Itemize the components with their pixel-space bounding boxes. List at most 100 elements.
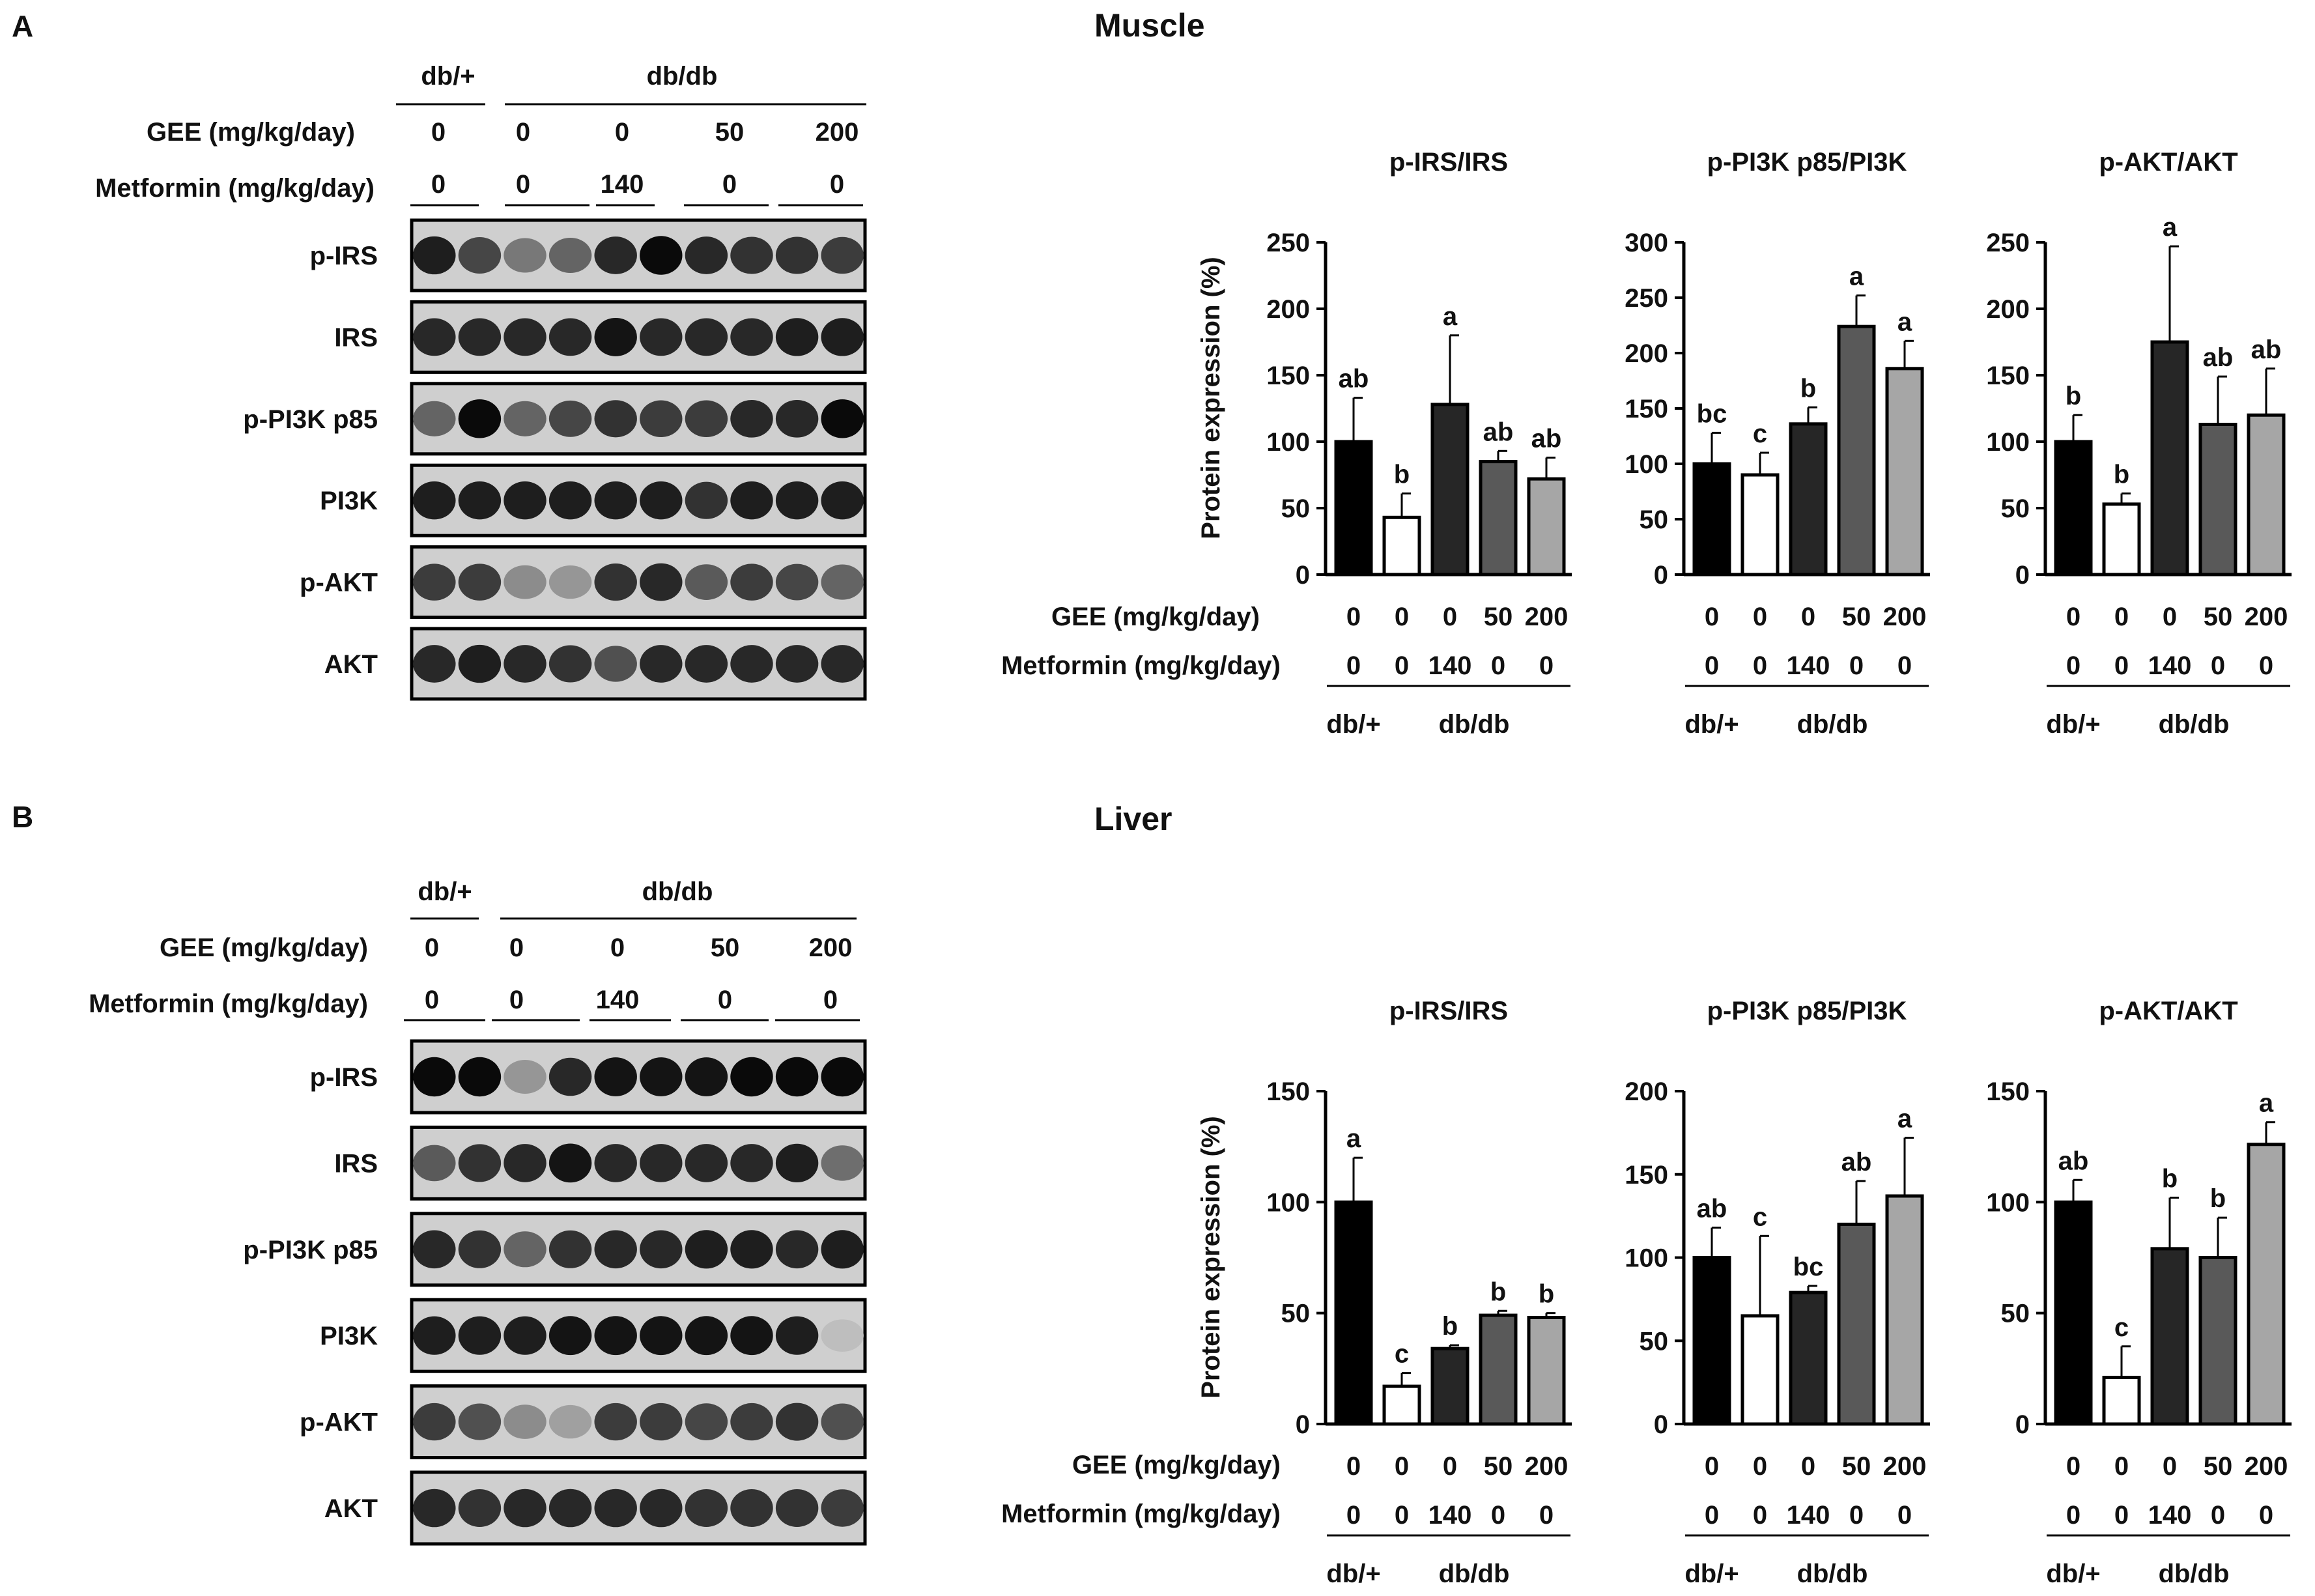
metformin-value: 0 [830, 170, 844, 199]
protein-label: IRS [334, 323, 378, 352]
significance-letter: b [1490, 1277, 1506, 1306]
gee-value: 0 [2114, 1452, 2129, 1481]
blot-band [458, 481, 502, 520]
blot-band [413, 563, 456, 601]
protein-label: p-AKT [300, 1408, 378, 1437]
blot-band [775, 645, 819, 683]
significance-letter: bc [1793, 1253, 1824, 1281]
bar [1479, 460, 1518, 577]
gee-row-label: GEE (mg/kg/day) [1072, 1451, 1281, 1479]
y-tick-label: 150 [1266, 362, 1310, 390]
blot-band [730, 318, 773, 356]
gee-value: 200 [1525, 603, 1569, 631]
blot-band [640, 400, 683, 438]
significance-letter: b [1800, 374, 1816, 403]
significance-letter: ab [2251, 335, 2282, 364]
gee-value: 200 [2245, 1452, 2288, 1481]
gee-value: 0 [2066, 603, 2081, 631]
group-label: db/+ [2046, 1560, 2100, 1588]
gee-value: 50 [1842, 1452, 1871, 1481]
blot-band [640, 1144, 683, 1182]
metformin-row-label: Metformin (mg/kg/day) [89, 990, 368, 1018]
metformin-value: 0 [1705, 1501, 1719, 1530]
metformin-value: 0 [2114, 651, 2129, 680]
blot-band [821, 236, 864, 274]
group-label: db/+ [1326, 710, 1380, 739]
blot-band [775, 399, 819, 438]
gee-value: 0 [1705, 1452, 1719, 1481]
blot-band [730, 563, 773, 601]
y-tick-label: 150 [1266, 1077, 1310, 1106]
metformin-value: 140 [601, 170, 644, 199]
gee-value: 0 [1801, 1452, 1815, 1481]
gee-value: 0 [1443, 603, 1457, 631]
gee-value: 50 [2204, 1452, 2233, 1481]
y-tick-label: 50 [1640, 1327, 1669, 1356]
blot-band [504, 645, 547, 683]
blot-band [685, 1230, 728, 1269]
gee-value: 0 [2066, 1452, 2081, 1481]
blot-band [504, 401, 547, 436]
metformin-value: 0 [2259, 1501, 2273, 1530]
blot-band [685, 1489, 728, 1527]
chart-title: p-PI3K p85/PI3K [1707, 997, 1907, 1025]
bar [1692, 1256, 1731, 1426]
y-axis-title: Protein expression (%) [1197, 257, 1225, 539]
blot-group-label: db/+ [418, 877, 472, 906]
chart-title: p-PI3K p85/PI3K [1707, 148, 1907, 177]
gee-row-label: GEE (mg/kg/day) [147, 118, 355, 147]
y-tick-label: 100 [1986, 1188, 2030, 1217]
y-tick-label: 150 [1986, 362, 2030, 390]
gee-value: 0 [1395, 1452, 1409, 1481]
metformin-value: 0 [1346, 651, 1361, 680]
metformin-row-label: Metformin (mg/kg/day) [1001, 651, 1281, 680]
bar [1789, 1290, 1828, 1426]
gee-value: 0 [509, 933, 524, 962]
blot-band [504, 1316, 547, 1355]
y-tick-label: 0 [2015, 561, 2030, 590]
gee-value: 0 [1753, 1452, 1767, 1481]
blot-band [685, 400, 728, 438]
blot-band [685, 1403, 728, 1441]
blot-band [594, 400, 637, 438]
blot-band [594, 1230, 637, 1269]
protein-label: p-PI3K p85 [243, 1236, 378, 1264]
protein-label: p-IRS [310, 242, 378, 270]
blot-group-label: db/+ [421, 62, 475, 91]
blot-band [458, 237, 502, 274]
blot-band [413, 1230, 456, 1269]
significance-letter: ab [2203, 343, 2234, 372]
chart-title: p-AKT/AKT [2099, 148, 2237, 177]
y-tick-label: 100 [1266, 1188, 1310, 1217]
blot-band [730, 1403, 773, 1441]
blot-band [504, 481, 547, 520]
blot-band [775, 1143, 819, 1182]
group-label: db/db [1439, 1560, 1510, 1588]
group-label: db/db [1797, 710, 1868, 739]
blot-band [458, 563, 502, 601]
blot-band [685, 645, 728, 683]
blot-band [458, 1057, 502, 1097]
bar [1885, 367, 1924, 577]
blot-band [548, 1404, 592, 1439]
metformin-value: 140 [1787, 1501, 1830, 1530]
bar [1789, 422, 1828, 577]
blot-band [413, 1145, 456, 1182]
metformin-value: 140 [1428, 1501, 1472, 1530]
bar [1527, 477, 1566, 577]
blot-band [821, 481, 864, 520]
blot-band [413, 645, 456, 683]
blot-band [458, 1144, 502, 1182]
bar-chart: p-AKT/AKT 0 50 100 150 ab c b b a 0 0 0 50 200 0 0 140 0 0 d… [1986, 997, 2292, 1588]
blot-band [685, 481, 728, 519]
bar [1740, 1314, 1780, 1426]
bar [1837, 1222, 1876, 1426]
metformin-value: 0 [1539, 651, 1554, 680]
bar-chart: p-IRS/IRS 0 50 100 150 a c b b b 0 0 0 50 200 0 0 140 0 0 db… [1266, 997, 1572, 1588]
blot-band [548, 565, 592, 599]
metformin-value: 0 [1346, 1501, 1361, 1530]
significance-letter: b [1442, 1312, 1458, 1341]
y-tick-label: 250 [1625, 284, 1668, 313]
bar [2198, 1256, 2237, 1426]
